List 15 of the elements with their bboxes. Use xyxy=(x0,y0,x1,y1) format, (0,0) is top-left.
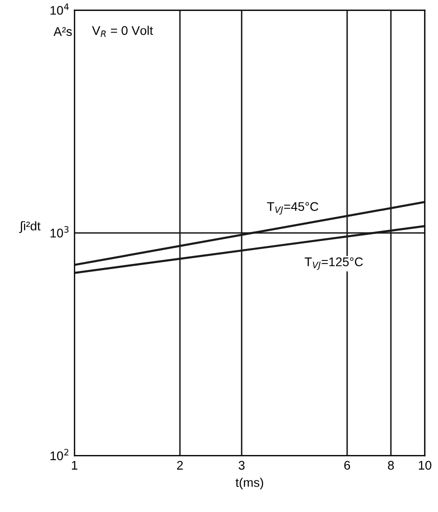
y-tick-label: 10$^{3}$ xyxy=(50,226,68,238)
x-tick-label: 3 xyxy=(238,460,245,470)
x-tick-label: 1 xyxy=(72,461,78,470)
x-tick-label: 6 xyxy=(344,460,350,470)
series-label: T$_{VJ}$=45°C xyxy=(267,202,318,215)
annotation: V$_{R}$ = 0 Volt xyxy=(92,26,153,37)
y-tick-label: 10$^{4}$ xyxy=(50,4,69,15)
series-label: T$_{VJ}$=125°C xyxy=(304,257,363,270)
x-tick-label: 2 xyxy=(177,460,183,470)
x-tick-label: 8 xyxy=(388,460,394,470)
text: A²s xyxy=(54,27,72,36)
y-axis-title: ∫i²dt xyxy=(19,221,40,233)
x-axis-title: t(ms) xyxy=(236,478,264,490)
y-tick-label: 10$^{2}$ xyxy=(50,448,68,460)
x-tick-label: 10 xyxy=(418,460,432,470)
